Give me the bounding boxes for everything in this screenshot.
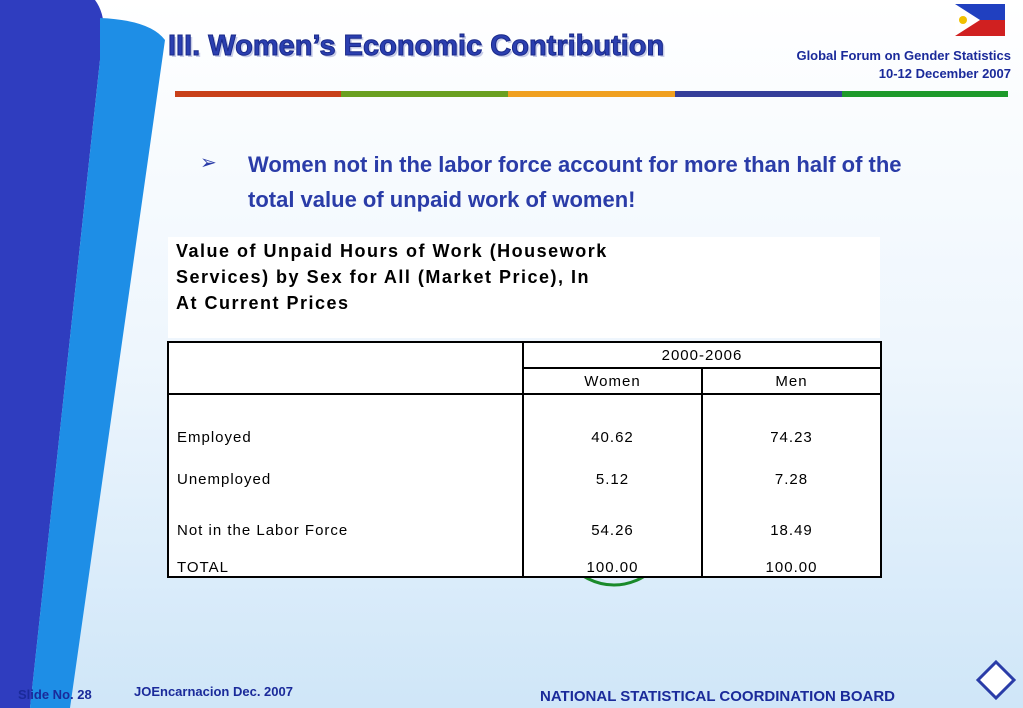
value-cell: 40.62	[522, 393, 703, 454]
data-row: TOTAL 100.00 100.00	[167, 556, 882, 578]
row-label: Unemployed	[167, 454, 524, 505]
value-cell: 18.49	[701, 505, 882, 556]
data-table: 2000-2006 Women Men Employed 40.62 74.23 Unemp…	[167, 341, 882, 578]
author: JOEncarnacion Dec. 2007	[134, 684, 293, 699]
value-cell: 7.28	[701, 454, 882, 505]
data-row: Unemployed 5.12 7.28	[167, 454, 882, 505]
data-row: Employed 40.62 74.23	[167, 393, 882, 454]
header-row: Women Men	[168, 367, 882, 395]
period-cell: 2000-2006	[522, 341, 882, 369]
header-row: 2000-2006	[167, 341, 882, 395]
table-title: Value of Unpaid Hours of Work (Housework…	[168, 237, 880, 338]
bullet-icon: ➢	[200, 152, 217, 174]
row-label: Not in the Labor Force	[167, 505, 524, 556]
bullet-text: Women not in the labor force account for…	[248, 152, 902, 212]
table-title-line: Services) by Sex for All (Market Price),…	[176, 267, 590, 287]
table-title-line: At Current Prices	[176, 293, 350, 313]
value-cell: 54.26	[522, 505, 703, 556]
event: Global Forum on Gender Statistics	[796, 48, 1011, 63]
organization: NATIONAL STATISTICAL COORDINATION BOARD	[540, 688, 895, 705]
table-title-line: Value of Unpaid Hours of Work (Housework	[176, 241, 608, 261]
value-cell: 100.00	[522, 556, 703, 578]
value-cell: 74.23	[701, 393, 882, 454]
slide-number: Slide No. 28	[18, 687, 92, 702]
date: 10-12 December 2007	[878, 66, 1011, 81]
slide-title: III. Women’s Economic Contribution	[167, 30, 665, 63]
value-cell: 100.00	[701, 556, 882, 578]
data-row: Not in the Labor Force 54.26 18.49	[167, 505, 882, 556]
row-label: Employed	[167, 393, 524, 454]
column-header: Men	[701, 367, 882, 395]
column-header: Women	[522, 367, 703, 395]
row-label: TOTAL	[167, 556, 524, 578]
value-cell: 5.12	[522, 454, 703, 505]
header-cell	[167, 341, 524, 395]
